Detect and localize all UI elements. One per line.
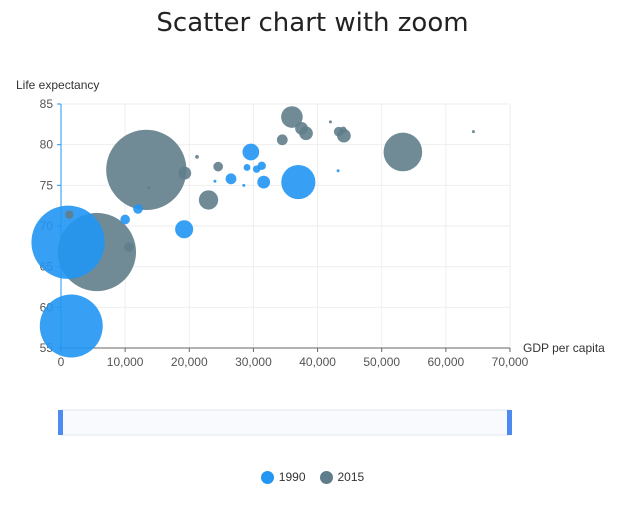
point-2015[interactable] bbox=[281, 106, 303, 128]
y-tick-label: 85 bbox=[40, 97, 54, 111]
y-tick-label: 80 bbox=[40, 138, 54, 152]
legend-swatch-2015 bbox=[319, 470, 333, 484]
point-1990[interactable] bbox=[242, 183, 246, 187]
zoom-slider-left-handle[interactable] bbox=[58, 410, 63, 435]
point-2015[interactable] bbox=[124, 242, 134, 252]
point-2015[interactable] bbox=[276, 134, 288, 146]
legend-item-2015[interactable]: 2015 bbox=[319, 470, 365, 484]
x-axis-label: GDP per capita bbox=[523, 341, 605, 355]
point-1990[interactable] bbox=[39, 294, 103, 358]
point-2015[interactable] bbox=[106, 129, 187, 211]
x-tick-label: 30,000 bbox=[235, 355, 272, 369]
zoom-slider-track[interactable] bbox=[60, 409, 511, 436]
zoom-slider-right-handle[interactable] bbox=[507, 410, 512, 435]
x-tick-label: 70,000 bbox=[492, 355, 529, 369]
legend: 1990 2015 bbox=[0, 470, 625, 484]
x-tick-label: 10,000 bbox=[107, 355, 144, 369]
point-1990[interactable] bbox=[252, 165, 261, 173]
y-axis-label: Life expectancy bbox=[16, 78, 99, 92]
x-tick-label: 40,000 bbox=[299, 355, 336, 369]
point-2015[interactable] bbox=[213, 161, 223, 172]
point-1990[interactable] bbox=[120, 214, 130, 225]
point-1990[interactable] bbox=[242, 143, 260, 161]
point-1990[interactable] bbox=[243, 164, 251, 171]
point-1990[interactable] bbox=[31, 205, 105, 279]
chart-title: Scatter chart with zoom bbox=[156, 8, 469, 38]
points-layer bbox=[31, 106, 475, 358]
point-2015[interactable] bbox=[195, 154, 199, 159]
point-1990[interactable] bbox=[175, 220, 194, 239]
label-layer: Life expectancy GDP per capita bbox=[16, 78, 605, 355]
point-1990[interactable] bbox=[225, 173, 237, 185]
legend-swatch-1990 bbox=[260, 470, 274, 484]
x-tick-label: 20,000 bbox=[171, 355, 208, 369]
point-1990[interactable] bbox=[257, 175, 271, 189]
point-2015[interactable] bbox=[383, 132, 423, 172]
point-2015[interactable] bbox=[198, 190, 219, 210]
legend-label-2015: 2015 bbox=[337, 470, 365, 484]
point-1990[interactable] bbox=[336, 169, 340, 173]
x-tick-label: 60,000 bbox=[428, 355, 465, 369]
point-2015[interactable] bbox=[328, 120, 332, 124]
legend-label-1990: 1990 bbox=[278, 470, 306, 484]
point-2015[interactable] bbox=[65, 210, 74, 219]
point-1990[interactable] bbox=[281, 165, 316, 200]
zoom-slider[interactable] bbox=[58, 409, 512, 436]
point-1990[interactable] bbox=[133, 204, 143, 214]
x-tick-label: 50,000 bbox=[363, 355, 400, 369]
point-2015[interactable] bbox=[147, 186, 151, 190]
y-tick-label: 75 bbox=[40, 178, 54, 192]
legend-item-1990[interactable]: 1990 bbox=[260, 470, 306, 484]
point-1990[interactable] bbox=[213, 179, 217, 183]
x-tick-label: 0 bbox=[58, 355, 65, 369]
point-2015[interactable] bbox=[295, 122, 308, 135]
point-2015[interactable] bbox=[339, 126, 347, 134]
point-2015[interactable] bbox=[471, 130, 475, 134]
point-2015[interactable] bbox=[178, 166, 192, 180]
